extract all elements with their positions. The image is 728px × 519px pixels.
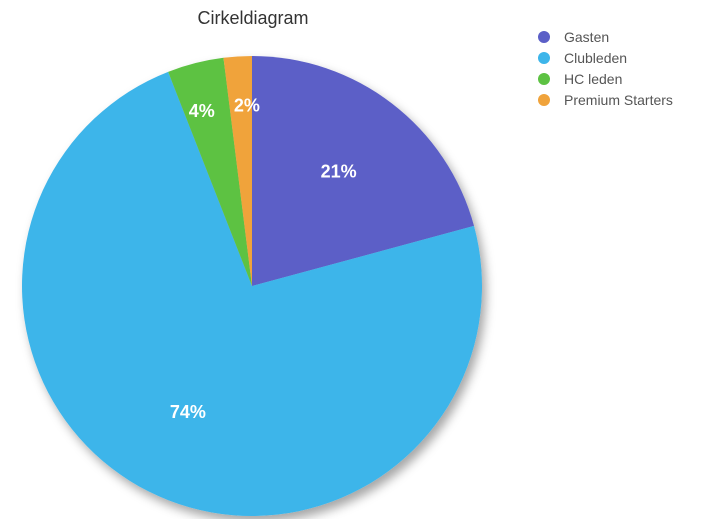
legend-swatch xyxy=(538,72,550,85)
slice-label-premium-starters: 2% xyxy=(234,96,260,116)
legend-item-premium-starters: Premium Starters xyxy=(538,89,673,110)
legend-item-clubleden: Clubleden xyxy=(538,47,673,68)
legend-label: Gasten xyxy=(564,28,610,45)
legend-swatch xyxy=(538,51,550,64)
slice-label-clubleden: 74% xyxy=(170,402,206,422)
legend-label: Premium Starters xyxy=(564,91,673,108)
pie-slice-hc-leden xyxy=(168,57,252,287)
slice-label-gasten: 21% xyxy=(321,162,357,182)
pie-slice-clubleden xyxy=(21,71,483,517)
chart-title: Cirkeldiagram xyxy=(197,8,309,28)
legend-label: Clubleden xyxy=(564,49,628,66)
legend-swatch xyxy=(538,30,550,43)
legend-item-hc-leden: HC leden xyxy=(538,68,673,89)
legend-label: HC leden xyxy=(564,70,623,87)
legend-item-gasten: Gasten xyxy=(538,26,673,47)
pie-slice-gasten xyxy=(252,56,475,286)
legend: Gasten Clubleden HC leden Premium Starters xyxy=(538,26,673,110)
pie-slice-premium-starters xyxy=(223,56,252,286)
slice-label-hc-leden: 4% xyxy=(189,101,215,121)
legend-swatch xyxy=(538,93,550,106)
